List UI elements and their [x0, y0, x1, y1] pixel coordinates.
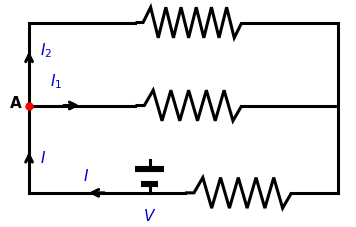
- Text: $V$: $V$: [143, 208, 156, 224]
- Text: $I$: $I$: [83, 168, 89, 184]
- Text: $I_1$: $I_1$: [50, 73, 63, 91]
- Text: $I$: $I$: [40, 150, 46, 166]
- Text: A: A: [10, 96, 22, 111]
- Text: $I_2$: $I_2$: [40, 42, 52, 60]
